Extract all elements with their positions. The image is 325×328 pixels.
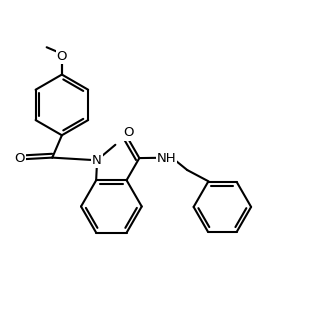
Text: O: O [123,127,133,139]
Text: O: O [123,127,133,139]
Text: NH: NH [157,152,176,165]
Text: NH: NH [157,152,176,165]
Text: O: O [57,50,67,63]
Text: O: O [14,152,25,165]
Text: O: O [14,152,25,165]
Text: N: N [92,154,102,167]
Text: N: N [92,154,102,167]
Text: O: O [57,50,67,63]
